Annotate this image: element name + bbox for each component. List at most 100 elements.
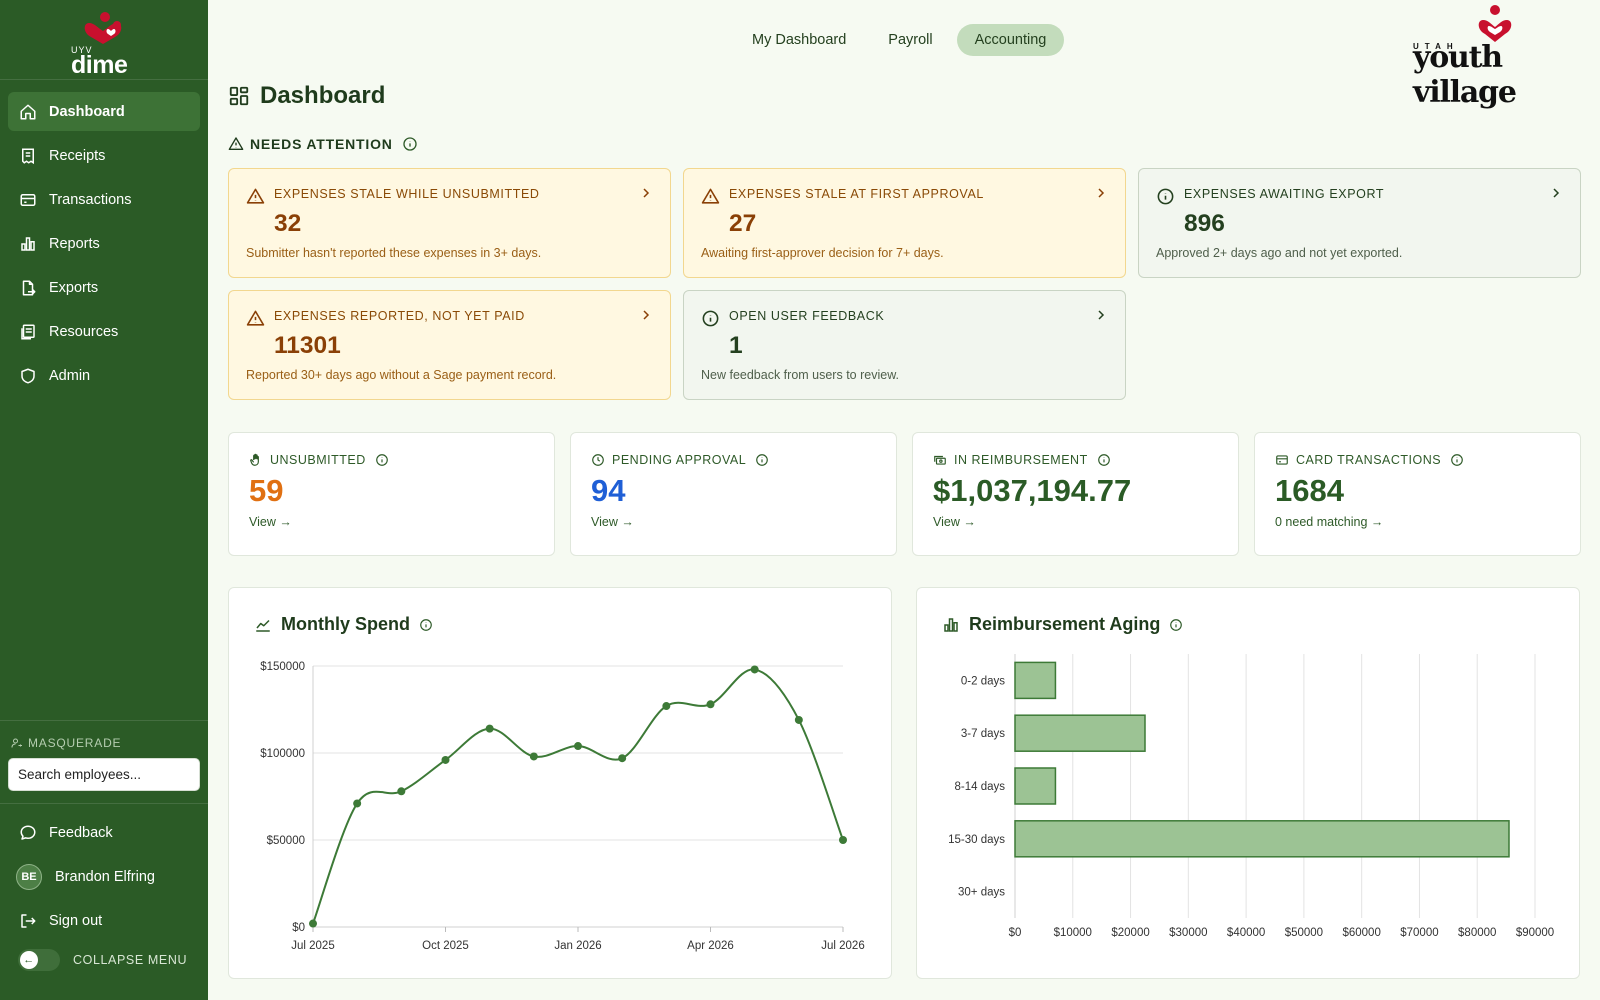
stat-label: PENDING APPROVAL	[612, 453, 747, 467]
chevron-right-icon	[1553, 188, 1560, 198]
attention-card-title: EXPENSES STALE AT FIRST APPROVAL	[729, 187, 984, 201]
sidebar: UYV dime Dashboard Receipts Transactions…	[0, 0, 208, 1000]
brand-logo[interactable]: UYV dime	[0, 0, 208, 80]
tab-my-dashboard[interactable]: My Dashboard	[752, 32, 847, 48]
reimbursement-aging-chart: $0 $10000 $20000 $30000 $40000 $50000 $60000 $7…	[948, 654, 1554, 939]
card-icon	[1276, 455, 1288, 465]
reimbursement-aging-panel: $0 $10000 $20000 $30000 $40000 $50000 $60000 $7…	[916, 587, 1580, 979]
attention-card-awaiting-export[interactable]: EXPENSES AWAITING EXPORT 896 Approved 2+…	[1138, 168, 1581, 278]
info-icon[interactable]	[419, 618, 433, 632]
bar-chart-icon	[21, 236, 35, 251]
attention-card-value: 1	[729, 332, 743, 359]
chevron-right-icon	[1098, 188, 1105, 198]
masquerade-label: MASQUERADE	[11, 736, 200, 750]
info-icon	[1157, 188, 1174, 205]
info-icon[interactable]	[1097, 453, 1111, 467]
money-icon	[934, 455, 946, 465]
stat-label: IN REIMBURSEMENT	[954, 453, 1088, 467]
x-tick-label: $0	[1009, 927, 1022, 939]
stat-value: $1,037,194.77	[933, 473, 1132, 508]
series-line	[312, 668, 844, 924]
user-key-icon	[11, 738, 22, 748]
stat-view-link[interactable]: View →	[249, 515, 292, 529]
clock-icon	[592, 454, 604, 466]
feedback-link[interactable]: Feedback	[8, 813, 200, 852]
info-icon[interactable]	[375, 453, 389, 467]
org-logo-name: youth village	[1413, 40, 1517, 110]
collapse-menu-toggle[interactable]: ← COLLAPSE MENU	[0, 945, 208, 975]
x-tick-label: $40000	[1227, 927, 1265, 939]
x-tick-label: Jan 2026	[554, 940, 601, 952]
sign-out-button[interactable]: Sign out	[8, 901, 200, 940]
attention-card-user-feedback[interactable]: OPEN USER FEEDBACK 1 New feedback from u…	[683, 290, 1126, 400]
attention-card-not-paid[interactable]: EXPENSES REPORTED, NOT YET PAID 11301 Re…	[228, 290, 671, 400]
sidebar-item-resources[interactable]: Resources	[8, 312, 200, 351]
data-point	[618, 754, 627, 763]
card-icon	[20, 193, 36, 206]
file-export-icon	[22, 280, 36, 295]
x-tick-label: Oct 2025	[422, 940, 469, 952]
y-tick-label: 30+ days	[958, 887, 1005, 899]
y-tick-label: $150000	[260, 661, 305, 673]
panel-title-text: Reimbursement Aging	[969, 614, 1161, 634]
attention-card-desc: New feedback from users to review.	[701, 368, 899, 382]
attention-card-stale-approval[interactable]: EXPENSES STALE AT FIRST APPROVAL 27 Awai…	[683, 168, 1126, 278]
user-name: Brandon Elfring	[55, 868, 155, 885]
x-tick-label: $10000	[1054, 927, 1092, 939]
data-point	[750, 665, 759, 674]
user-profile[interactable]: BE Brandon Elfring	[8, 857, 200, 896]
sidebar-nav: Dashboard Receipts Transactions Reports …	[0, 80, 208, 395]
info-icon[interactable]	[755, 453, 769, 467]
sidebar-item-reports[interactable]: Reports	[8, 224, 200, 263]
stat-view-link[interactable]: View →	[591, 515, 634, 529]
chevron-right-icon	[1098, 310, 1105, 320]
dashboard-icon	[229, 86, 249, 106]
stat-view-link[interactable]: View →	[933, 515, 976, 529]
stat-view-link[interactable]: 0 need matching →	[1275, 515, 1384, 529]
arrow-left-icon: ←	[20, 951, 38, 969]
warning-icon	[246, 188, 265, 204]
info-icon	[702, 310, 719, 327]
data-point	[353, 799, 362, 808]
info-icon[interactable]	[402, 136, 418, 152]
stat-card-unsubmitted: UNSUBMITTED 59 View →	[228, 432, 555, 556]
collapse-switch[interactable]: ←	[18, 949, 60, 971]
chevron-right-icon	[643, 310, 650, 320]
x-tick-label: $60000	[1342, 927, 1380, 939]
feedback-label: Feedback	[49, 824, 113, 841]
sidebar-item-exports[interactable]: Exports	[8, 268, 200, 307]
avatar: BE	[16, 863, 42, 890]
info-icon[interactable]	[1169, 618, 1183, 632]
attention-card-stale-unsubmitted[interactable]: EXPENSES STALE WHILE UNSUBMITTED 32 Subm…	[228, 168, 671, 278]
data-point	[794, 715, 803, 724]
attention-card-value: 896	[1184, 210, 1225, 237]
y-tick-label: $0	[292, 922, 305, 934]
attention-card-value: 11301	[274, 332, 341, 359]
attention-card-value: 27	[729, 210, 757, 237]
attention-card-desc: Submitter hasn't reported these expenses…	[246, 246, 542, 260]
attention-card-value: 32	[274, 210, 302, 237]
masquerade-search-input[interactable]	[8, 758, 200, 791]
tab-payroll[interactable]: Payroll	[888, 32, 933, 48]
page-title-text: Dashboard	[260, 82, 386, 109]
data-point	[441, 755, 450, 764]
attention-card-desc: Awaiting first-approver decision for 7+ …	[701, 246, 944, 260]
x-tick-label: $50000	[1285, 927, 1323, 939]
sidebar-item-transactions[interactable]: Transactions	[8, 180, 200, 219]
sidebar-item-receipts[interactable]: Receipts	[8, 136, 200, 175]
stat-value: 94	[591, 473, 626, 508]
top-tabs: My Dashboard Payroll Accounting	[734, 24, 1065, 56]
x-tick-label: $90000	[1516, 927, 1554, 939]
data-point	[309, 919, 317, 928]
x-tick-label: Jul 2025	[291, 940, 334, 952]
sidebar-item-dashboard[interactable]: Dashboard	[8, 92, 200, 131]
sidebar-item-label: Receipts	[49, 147, 106, 164]
warning-icon	[228, 137, 244, 150]
info-icon[interactable]	[1450, 453, 1464, 467]
sidebar-item-admin[interactable]: Admin	[8, 356, 200, 395]
data-point	[485, 724, 494, 733]
x-tick-label: $30000	[1169, 927, 1207, 939]
sign-out-icon	[21, 913, 36, 928]
tab-accounting[interactable]: Accounting	[956, 24, 1065, 56]
data-point	[706, 700, 715, 709]
